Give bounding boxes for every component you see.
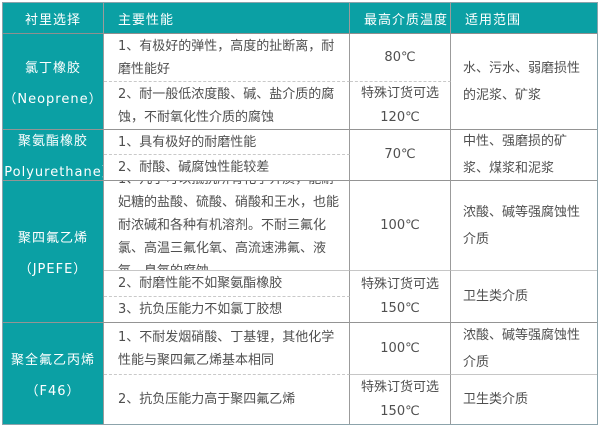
performance-item: 2、抗负压能力高于聚四氟乙烯 [104,375,350,424]
temperature-value: 100℃ [380,340,420,356]
lining-name: 聚全氟乙丙烯 [10,352,95,368]
temperature-value: 100℃ [380,217,420,233]
performance-item: 2、耐酸、碱腐蚀性能较差 [104,155,350,181]
lining-alias: （JPEFE） [18,261,88,277]
application-cell: 水、污水、弱磨损性的泥浆、矿浆 [451,34,597,130]
application-cell: 卫生类介质 [451,271,597,323]
performance-item: 1、不耐发烟硝酸、丁基锂，其他化学性能与聚四氟乙烯基本相同 [104,323,350,375]
application-cell: 中性、强磨损的矿浆、煤浆和泥浆 [451,130,597,181]
lining-alias: （Polyurethane） [3,165,103,180]
lining-cell-ptfe: 聚四氟乙烯 （JPEFE） [3,181,104,323]
header-lining-selection: 衬里选择 [3,3,104,34]
performance-item: 1、有极好的弹性，高度的扯断离，耐磨性能好 [104,34,350,82]
lining-cell-polyurethane: 聚氨酯橡胶 （Polyurethane） [3,130,104,181]
performance-item: 2、耐一般低浓度酸、碱、盐介质的腐蚀，不耐氧化性介质的腐蚀 [104,82,350,130]
performance-item: 2、耐磨性能不如聚氨酯橡胶 [104,271,350,297]
temperature-cell: 100℃ [350,323,451,375]
lining-cell-neoprene: 氯丁橡胶 （Neoprene） [3,34,104,130]
lining-name: 聚四氟乙烯 [17,230,88,246]
header-max-medium-temperature: 最高介质温度 [350,3,451,34]
temperature-cell: 80℃ [350,34,451,82]
performance-item: 1、具有极好的耐磨性能 [104,130,350,155]
lining-cell-f46: 聚全氟乙丙烯 （F46） [3,323,104,424]
header-application-range: 适用范围 [451,3,597,34]
performance-item: 3、抗负压能力不如氯丁胶想 [104,297,350,323]
temperature-cell: 特殊订货可选 150℃ [350,271,451,323]
temperature-cell: 70℃ [350,130,451,181]
header-main-performance: 主要性能 [104,3,350,34]
temperature-note: 特殊订货可选 [360,276,439,292]
temperature-cell: 特殊订货可选 120℃ [350,82,451,130]
temperature-cell: 特殊订货可选 150℃ [350,375,451,424]
temperature-note: 特殊订货可选 [360,379,439,395]
application-cell: 浓酸、碱等强腐蚀性介质 [451,181,597,271]
lining-name: 氯丁橡胶 [24,60,81,76]
application-cell: 浓酸、碱等强腐蚀性介质 [451,323,597,375]
lining-alias: （F46） [25,383,81,399]
temperature-cell: 100℃ [350,181,451,271]
temperature-note: 特殊订货可选 [360,85,439,101]
temperature-value: 150℃ [380,300,420,316]
application-cell: 卫生类介质 [451,375,597,424]
lining-alias: （Neoprene） [3,91,103,107]
lining-name: 聚氨酯橡胶 [17,134,88,149]
temperature-value: 70℃ [384,147,416,162]
temperature-value: 120℃ [380,109,420,125]
temperature-value: 150℃ [380,403,420,419]
performance-item: 1、几乎可以抵抗所有化学介质，能耐妃糖的盐酸、硫酸、硝酸和王水，也能耐浓碱和各种… [104,181,350,271]
temperature-value: 80℃ [384,49,416,65]
